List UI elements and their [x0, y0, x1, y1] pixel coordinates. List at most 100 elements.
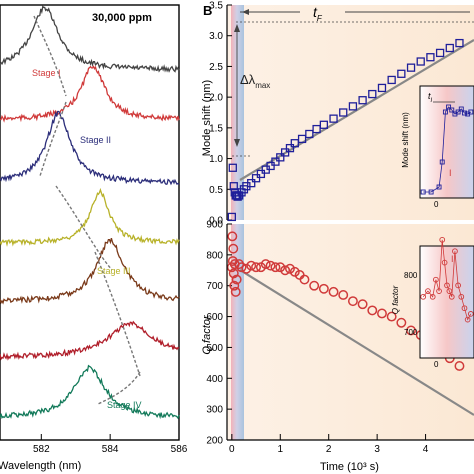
q-factor-point — [234, 259, 245, 270]
y-tick-label-200: 200 — [206, 436, 223, 447]
inset-top-point — [458, 106, 464, 112]
panel-b-top-y-label: Mode shift (nm) — [201, 80, 213, 156]
q-factor-fit-line — [239, 269, 474, 416]
tf-label: tF — [313, 4, 323, 23]
panel-b-bottom-y-ticks: 200 300 400 500 600 700 800 900 — [206, 220, 232, 447]
x-tick-label-582: 582 — [33, 444, 50, 455]
stage-ii-label: Stage II — [80, 135, 111, 145]
inset-bottom-point — [439, 236, 446, 243]
mode-shift-point — [387, 75, 396, 85]
inset-bottom-point — [433, 276, 439, 283]
spectrum-line-4 — [0, 187, 180, 247]
mode-shift-point — [397, 69, 406, 78]
q-factor-point — [386, 311, 397, 322]
panel-a-arrows — [33, 15, 141, 405]
mode-shift-point — [368, 89, 377, 99]
mode-shift-point — [312, 124, 321, 134]
inset-top-frame — [419, 85, 474, 199]
x-tick-label-2: 2 — [326, 444, 332, 455]
q-factor-point — [228, 243, 239, 254]
y-tick-label-3.5: 3.5 — [209, 1, 223, 12]
inset-top-point — [436, 184, 442, 190]
q-factor-point — [228, 268, 239, 279]
inset-bottom-point — [458, 293, 465, 300]
inset-bottom-y-label: Q factor — [391, 285, 400, 314]
q-factor-point — [230, 286, 241, 297]
mode-shift-point — [229, 182, 238, 191]
q-factor-point — [255, 262, 266, 273]
panel-b-bottom-y-label: Q factor — [201, 314, 213, 354]
y-tick-label-500: 500 — [206, 343, 223, 354]
q-factor-point — [357, 299, 368, 310]
inset-bottom-point — [461, 305, 468, 312]
y-tick-label-400: 400 — [206, 374, 223, 385]
x-tick-label-0: 0 — [229, 444, 235, 455]
panel-a-x-label: Wavelength (nm) — [0, 460, 81, 472]
mode-shift-point — [319, 120, 329, 129]
mode-shift-point — [256, 169, 266, 179]
spectrum-line-1 — [0, 5, 180, 73]
stage-i-label: Stage I — [32, 68, 61, 78]
inset-bottom-point — [448, 293, 455, 300]
inset-bottom-point — [441, 259, 448, 266]
inset-bottom-point — [446, 288, 453, 294]
inset-bottom-point — [420, 293, 427, 300]
mode-shift-point — [406, 63, 416, 72]
mode-shift-point — [305, 129, 314, 139]
stage-transition-arrow-4 — [94, 251, 141, 377]
inset-top-line — [423, 106, 472, 193]
y-tick-label-300: 300 — [206, 405, 223, 416]
inset-bottom-point — [436, 288, 442, 294]
inset-bottom-point — [467, 311, 474, 317]
y-tick-label-2.5: 2.5 — [209, 62, 223, 73]
mode-shift-point — [426, 53, 435, 62]
stage-iv-label: Stage IV — [107, 400, 142, 410]
x-tick-label-4: 4 — [423, 444, 429, 455]
q-factor-point — [280, 265, 291, 276]
inset-bottom-point — [464, 316, 471, 323]
mode-shift-point — [247, 178, 256, 188]
inset-top-point — [446, 104, 452, 110]
q-factor-point — [285, 263, 295, 274]
mode-shift-point — [455, 38, 464, 48]
panel-a-frame — [0, 4, 180, 441]
dlambda-label: Δλmax — [240, 72, 270, 90]
q-factor-point — [406, 325, 416, 336]
q-factor-point — [270, 262, 281, 273]
inset-bottom-stage: I — [451, 254, 454, 264]
q-factor-point — [251, 262, 262, 273]
mode-shift-point — [290, 139, 299, 148]
inset-top-point — [455, 109, 461, 115]
stage-transition-arrow-1 — [33, 15, 67, 97]
inset-top-point — [468, 109, 474, 115]
stage-transition-arrow-3 — [55, 185, 113, 271]
q-factor-point — [318, 283, 329, 294]
q-factor-point — [241, 263, 252, 274]
mode-shift-point — [339, 108, 348, 117]
panel-a-x-ticks: 582 584 586 — [33, 434, 188, 455]
stage-transition-arrow-2 — [39, 101, 67, 177]
panel-b-letter: B — [203, 3, 212, 18]
q-factor-point — [260, 259, 271, 270]
inset-bottom-y-tick-700: 700 — [404, 328, 418, 337]
q-factor-point — [289, 266, 300, 277]
y-tick-label-3.0: 3.0 — [209, 31, 223, 42]
q-factor-point — [454, 360, 465, 371]
y-tick-label-2.0: 2.0 — [209, 93, 223, 104]
mode-shift-point — [435, 48, 445, 58]
inset-top-point — [439, 159, 445, 165]
inset-bottom-y-tick-800: 800 — [404, 271, 418, 280]
inset-top-y-label: Mode shift (nm) — [401, 112, 410, 168]
inset-top-point — [428, 189, 434, 195]
y-tick-label-800: 800 — [206, 250, 223, 261]
inset-bottom-point — [429, 293, 436, 300]
mode-shift-point — [266, 161, 275, 171]
ti-label: tI — [428, 91, 433, 104]
inset-bottom-point — [452, 248, 458, 255]
inset-bottom-point — [455, 282, 461, 289]
x-tick-label-584: 584 — [102, 444, 119, 455]
panel-b-x-label: Time (10³ s) — [320, 461, 379, 473]
q-factor-point — [229, 280, 240, 291]
